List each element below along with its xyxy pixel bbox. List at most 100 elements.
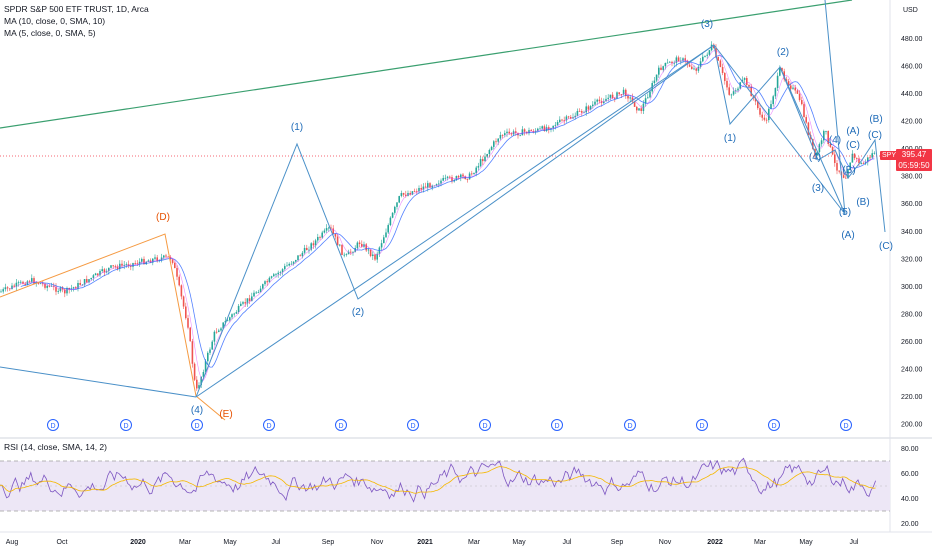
candle-body xyxy=(273,274,275,277)
candle-body xyxy=(4,287,7,290)
dividend-marker[interactable]: D xyxy=(335,419,347,431)
time-axis-label: Aug xyxy=(6,539,19,546)
wave-label[interactable]: (1) xyxy=(724,133,736,144)
candle-body xyxy=(699,61,702,67)
candle-body xyxy=(75,287,77,289)
candle-body xyxy=(702,56,704,62)
dividend-marker[interactable]: D xyxy=(768,419,780,431)
candle-body xyxy=(521,129,524,136)
wave-label[interactable]: (5) xyxy=(839,207,851,218)
rsi-axis[interactable]: 80.00 60.00 40.00 20.00 xyxy=(901,446,919,528)
candle-body xyxy=(284,266,286,270)
candle-body xyxy=(187,318,189,328)
price-pane[interactable] xyxy=(0,0,890,438)
candle-body xyxy=(519,135,521,137)
candle-body xyxy=(473,173,475,175)
candle-body xyxy=(759,108,761,115)
dividend-marker[interactable]: D xyxy=(191,419,203,431)
candle-body xyxy=(233,313,235,315)
candle-body xyxy=(220,328,222,331)
dividend-marker[interactable]: D xyxy=(47,419,59,431)
dividend-marker[interactable]: D xyxy=(840,419,852,431)
wave-label[interactable]: (C) xyxy=(879,241,893,252)
candle-body xyxy=(592,104,594,107)
candle-body xyxy=(675,57,678,63)
wave-label[interactable]: (C) xyxy=(846,140,860,151)
rsi-legend[interactable]: RSI (14, close, SMA, 14, 2) xyxy=(4,442,107,452)
candle-body xyxy=(803,104,805,118)
dividend-marker[interactable]: D xyxy=(479,419,491,431)
candle-body xyxy=(429,183,431,188)
price-axis-currency: USD xyxy=(903,7,918,14)
candle-body xyxy=(660,67,662,70)
wave-label[interactable]: (2) xyxy=(352,307,364,318)
dividend-marker[interactable]: D xyxy=(696,419,708,431)
candle-body xyxy=(235,312,238,314)
candle-body xyxy=(649,91,651,98)
candle-body xyxy=(666,62,669,64)
candle-body xyxy=(658,67,660,75)
candle-body xyxy=(11,285,13,290)
candle-body xyxy=(385,232,387,238)
wave-label[interactable]: (4) xyxy=(829,135,841,146)
price-axis[interactable]: USD480.00460.00440.00420.00400.00380.003… xyxy=(901,7,923,429)
candle-body xyxy=(805,117,807,123)
candle-body xyxy=(427,183,429,188)
wave-label[interactable]: (B) xyxy=(856,197,869,208)
candle-body xyxy=(618,92,620,95)
lower-trend-line[interactable] xyxy=(0,366,197,398)
wave-count-line-1[interactable] xyxy=(195,44,715,398)
wave-channel-line[interactable] xyxy=(195,44,715,398)
candle-body xyxy=(644,98,647,104)
candle-body xyxy=(460,174,462,178)
candle-body xyxy=(343,254,345,256)
dividend-marker[interactable]: D xyxy=(624,419,636,431)
ma-5-legend[interactable]: MA (5, close, 0, SMA, 5) xyxy=(4,28,96,38)
wave-label[interactable]: (B) xyxy=(869,114,882,125)
wave-label[interactable]: (D) xyxy=(156,212,170,223)
wave-label[interactable]: (A) xyxy=(841,230,854,241)
wave-label[interactable]: (3) xyxy=(701,19,713,30)
wave-count-line-4[interactable] xyxy=(779,66,886,233)
wave-count-line-3[interactable] xyxy=(713,44,846,215)
candle-body xyxy=(717,57,719,61)
dividend-marker[interactable]: D xyxy=(407,419,419,431)
wave-label[interactable]: (4) xyxy=(191,405,203,416)
candle-body xyxy=(706,54,708,56)
wave-label[interactable]: (A) xyxy=(846,126,859,137)
wave-label[interactable]: (3) xyxy=(812,183,824,194)
wave-label[interactable]: (C) xyxy=(868,130,882,141)
candle-body xyxy=(237,305,240,313)
wave-label[interactable]: (1) xyxy=(291,122,303,133)
wave-label[interactable]: (E) xyxy=(219,409,232,420)
candle-body xyxy=(317,237,319,241)
wave-label[interactable]: (4) xyxy=(809,152,821,163)
price-axis-label: 440.00 xyxy=(901,91,923,98)
candle-body xyxy=(171,259,174,263)
wave-label[interactable]: (B) xyxy=(842,165,855,176)
candle-body xyxy=(554,124,557,126)
dividend-marker[interactable]: D xyxy=(551,419,563,431)
candle-body xyxy=(204,361,207,373)
candle-body xyxy=(198,385,200,389)
candle-body xyxy=(708,50,711,55)
wave-label[interactable]: (2) xyxy=(777,47,789,58)
ma-10-legend[interactable]: MA (10, close, 0, SMA, 10) xyxy=(4,16,106,26)
orange-wave-line[interactable] xyxy=(0,233,226,421)
price-axis-label: 300.00 xyxy=(901,284,923,291)
time-axis[interactable]: Aug Oct 2020 Mar May Jul Sep Nov 2021 Mar May Jul Se… xyxy=(6,539,859,546)
candle-body xyxy=(312,243,315,246)
symbol-title[interactable]: SPDR S&P 500 ETF TRUST, 1D, Arca xyxy=(4,4,149,14)
last-price-value: 395.47 xyxy=(901,150,927,159)
dividend-circle xyxy=(407,419,419,431)
upper-trend-line[interactable] xyxy=(0,0,853,129)
candle-body xyxy=(59,287,62,292)
candle-body xyxy=(400,193,403,197)
dividend-marker[interactable]: D xyxy=(263,419,275,431)
candle-body xyxy=(820,140,823,145)
candle-body xyxy=(774,88,777,97)
candle-body xyxy=(141,258,143,262)
dividend-marker[interactable]: D xyxy=(120,419,132,431)
candle-body xyxy=(405,194,407,196)
